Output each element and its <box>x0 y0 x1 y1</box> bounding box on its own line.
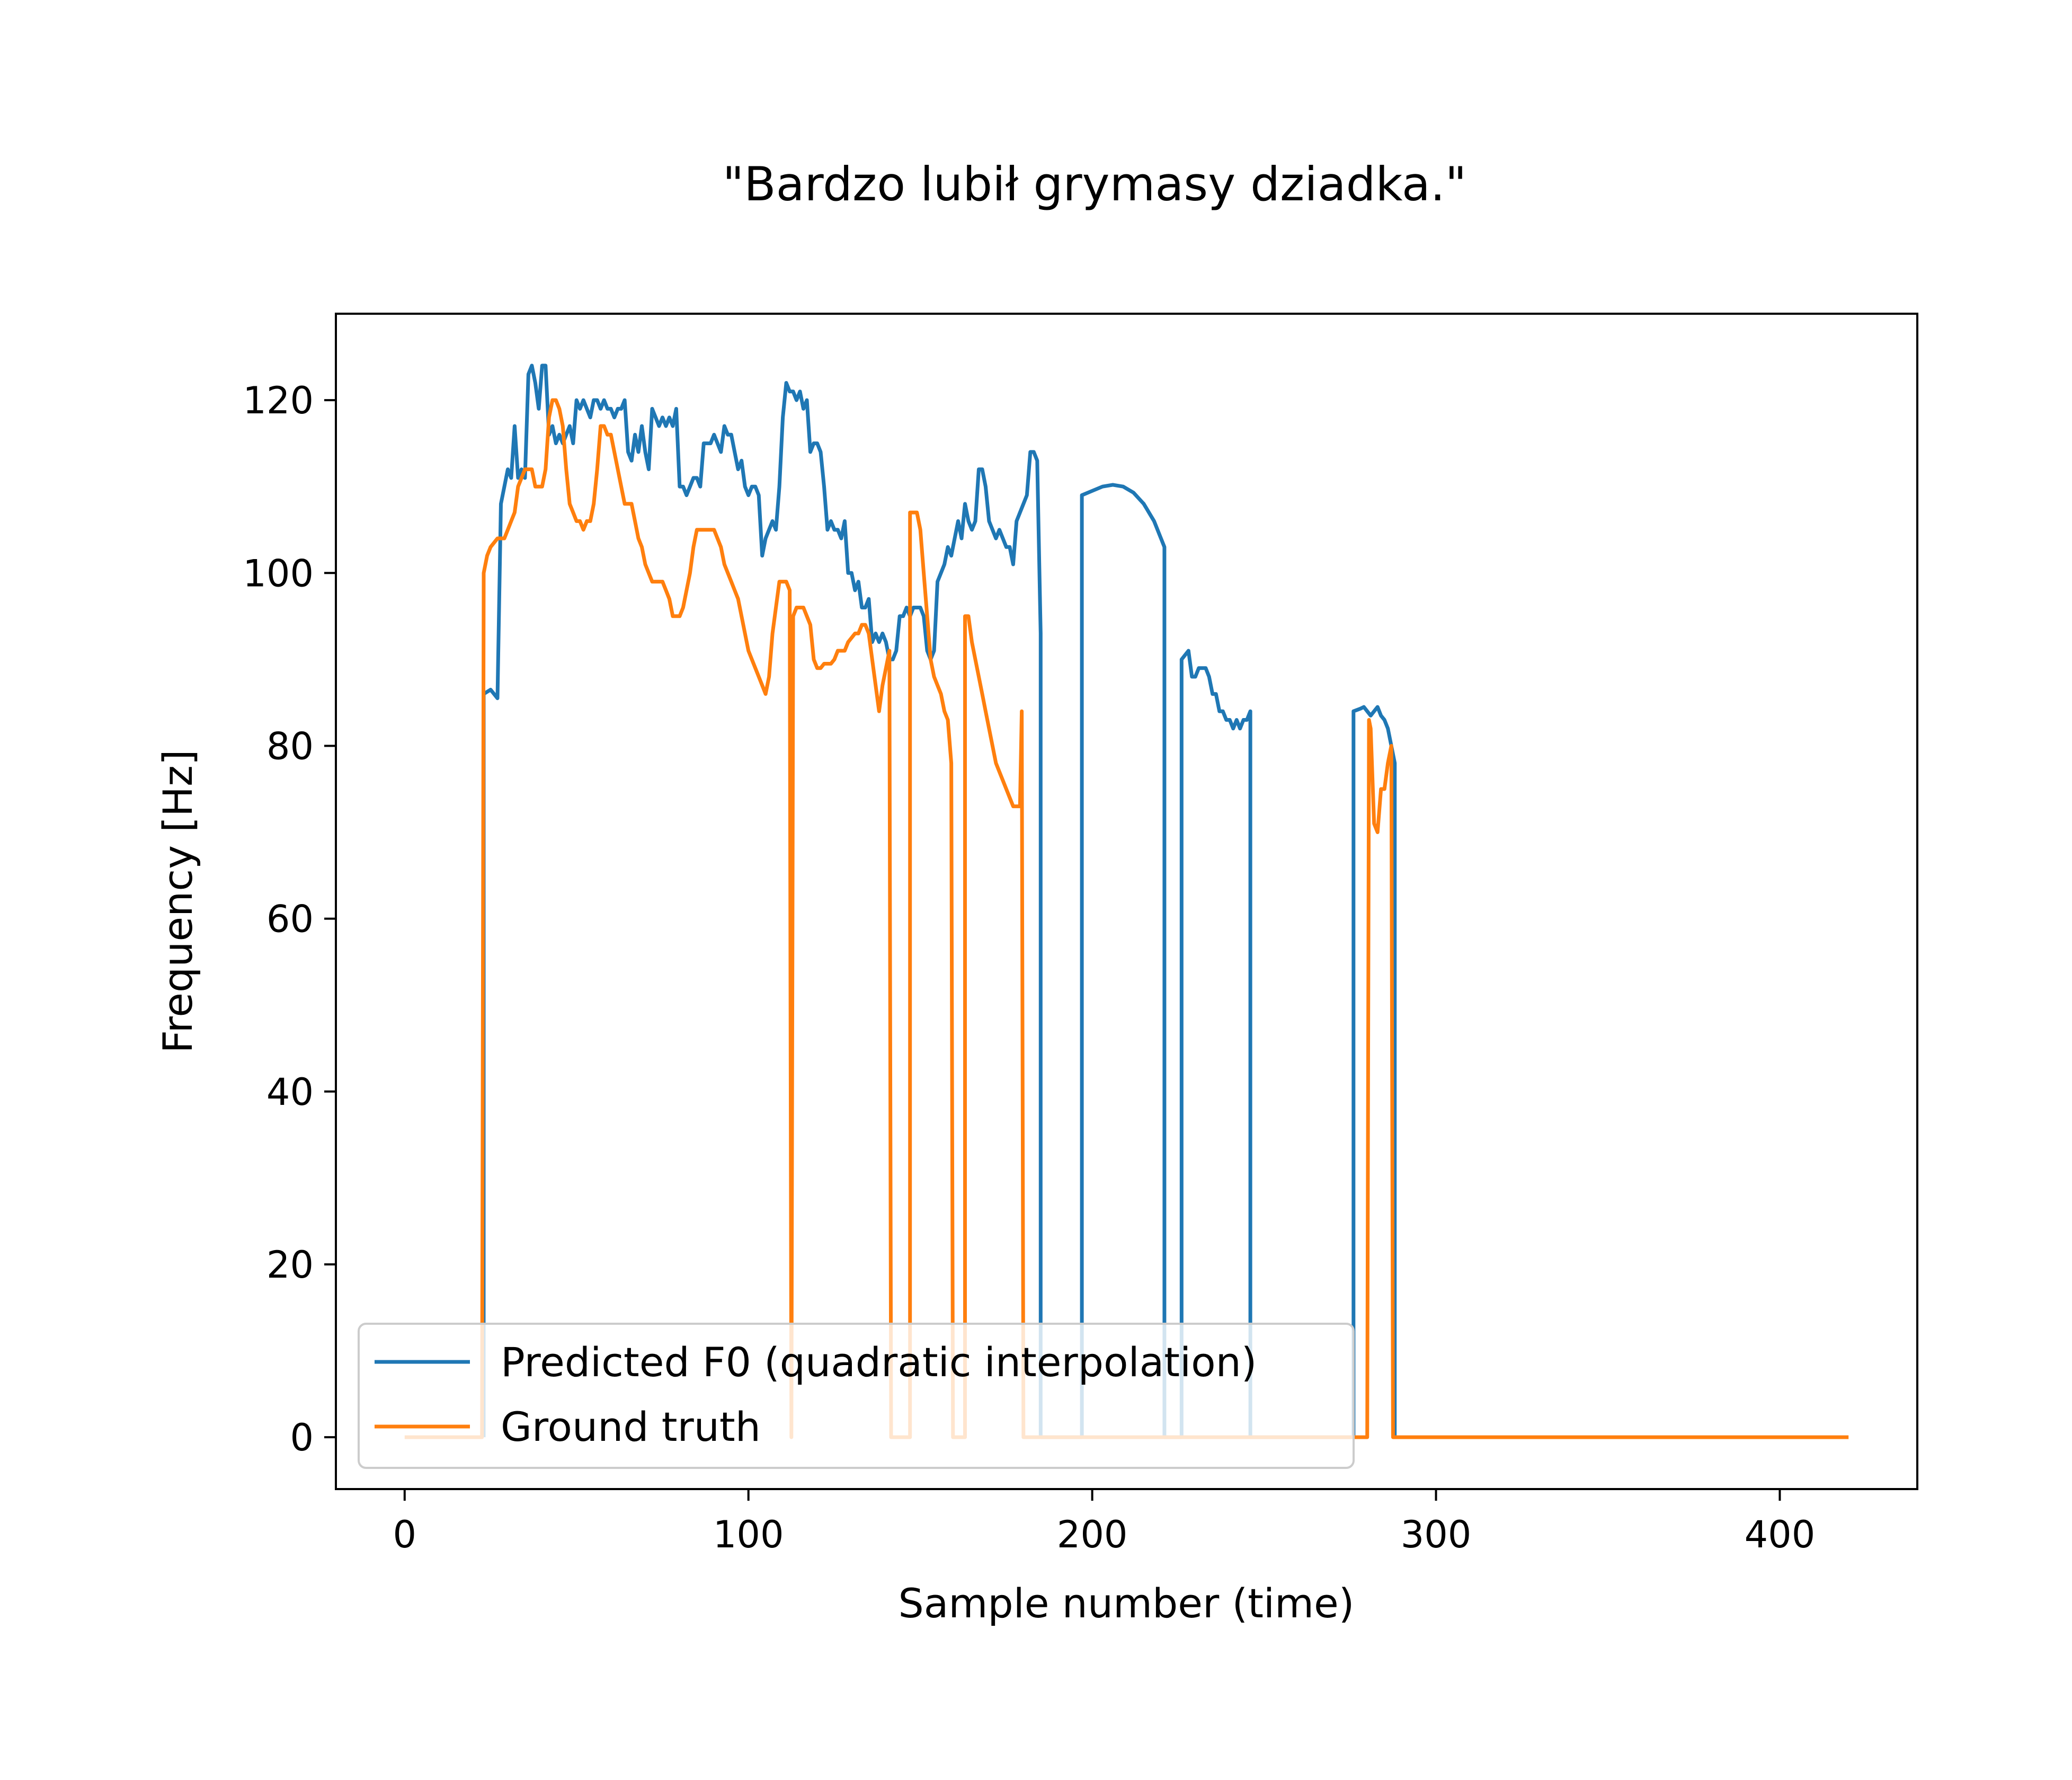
legend: Predicted F0 (quadratic interpolation) G… <box>358 1323 1355 1469</box>
legend-label-ground-truth: Ground truth <box>501 1403 761 1450</box>
series-line-ground-truth <box>404 398 1849 1439</box>
y-tick-label: 60 <box>266 898 314 941</box>
y-tick-label: 20 <box>266 1243 314 1287</box>
plot-area <box>404 364 1849 1439</box>
x-tick-label: 100 <box>713 1513 784 1556</box>
x-tick-label: 200 <box>1057 1513 1128 1556</box>
x-tick-label: 0 <box>393 1513 417 1556</box>
chart-title: "Bardzo lubił grymasy dziadka." <box>723 157 1467 211</box>
x-axis-label: Sample number (time) <box>899 1580 1355 1627</box>
x-tick-label: 300 <box>1401 1513 1472 1556</box>
x-axis-ticks: 0 100 200 300 400 <box>393 1489 1816 1556</box>
series-group <box>404 364 1849 1439</box>
y-axis-ticks: 0 20 40 60 80 100 120 <box>243 379 336 1459</box>
series-line-predicted <box>482 364 1397 1439</box>
y-tick-label: 0 <box>290 1416 314 1459</box>
plot-frame <box>335 313 1918 1490</box>
x-tick-label: 400 <box>1745 1513 1816 1556</box>
y-tick-label: 40 <box>266 1070 314 1114</box>
y-axis-label: Frequency [Hz] <box>154 749 201 1053</box>
legend-box <box>358 1323 1355 1469</box>
y-tick-label: 120 <box>243 379 314 422</box>
y-tick-label: 80 <box>266 724 314 768</box>
legend-label-predicted: Predicted F0 (quadratic interpolation) <box>501 1339 1257 1386</box>
y-tick-label: 100 <box>243 552 314 595</box>
